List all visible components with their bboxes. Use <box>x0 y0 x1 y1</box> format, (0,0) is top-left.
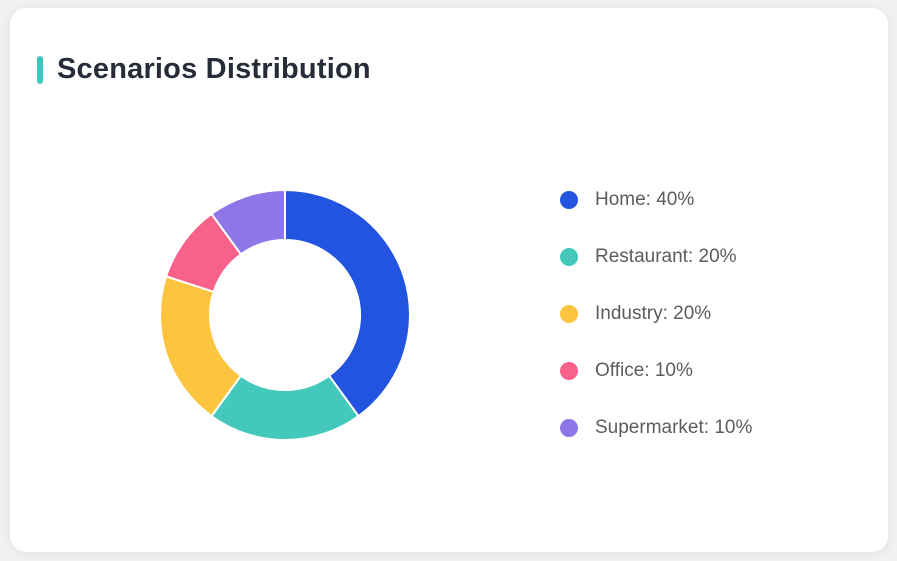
legend-label: Home: 40% <box>595 188 695 210</box>
page-title: Scenarios Distribution <box>57 53 371 85</box>
donut-chart <box>159 189 411 441</box>
legend-dot <box>560 190 578 209</box>
title-accent-bar <box>37 55 43 84</box>
legend-item-home[interactable]: Home: 40% <box>560 171 752 228</box>
legend-dot <box>560 361 578 380</box>
card-header: Scenarios Distribution <box>37 53 371 86</box>
legend-label: Office: 10% <box>595 359 693 381</box>
legend-item-industry[interactable]: Industry: 20% <box>560 285 752 342</box>
legend-dot <box>560 418 578 437</box>
chart-legend: Home: 40% Restaurant: 20% Industry: 20% Off… <box>560 171 752 456</box>
donut-slice-home[interactable] <box>284 189 411 418</box>
legend-item-office[interactable]: Office: 10% <box>560 342 752 399</box>
scenarios-distribution-card: Scenarios Distribution Home: 40% Restaura… <box>10 8 888 552</box>
legend-label: Industry: 20% <box>595 302 712 324</box>
legend-label: Supermarket: 10% <box>595 416 753 438</box>
legend-dot <box>560 304 578 323</box>
legend-label: Restaurant: 20% <box>595 245 737 267</box>
legend-item-supermarket[interactable]: Supermarket: 10% <box>560 399 752 456</box>
donut-slice-supermarket[interactable] <box>210 189 286 256</box>
legend-dot <box>560 247 578 266</box>
legend-item-restaurant[interactable]: Restaurant: 20% <box>560 228 752 285</box>
